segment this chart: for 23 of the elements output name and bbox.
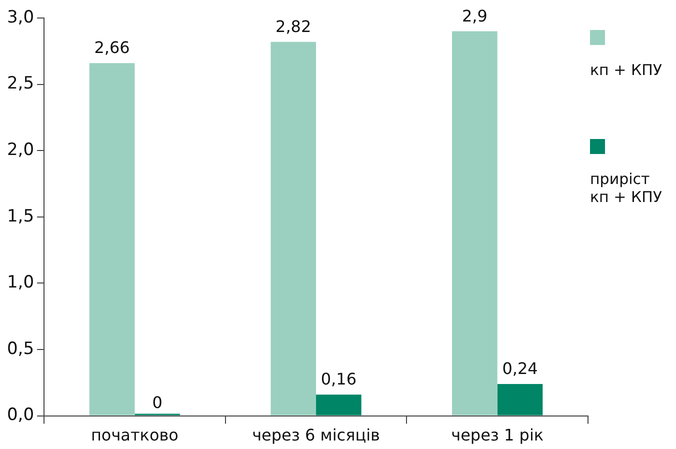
bar (89, 63, 135, 416)
y-tick-label: 1,0 (6, 272, 34, 293)
y-tick-label: 3,0 (6, 7, 34, 28)
y-tick-label: 2,0 (6, 140, 34, 160)
x-tick-label: через 1 рік (451, 426, 544, 445)
y-tick-label: 1,5 (6, 206, 34, 226)
data-label: 2,82 (276, 17, 312, 36)
bar (270, 42, 316, 416)
bar (497, 384, 543, 416)
data-label: 0 (152, 392, 162, 412)
legend-label: приріст кп + КПУ (590, 170, 664, 206)
bar (316, 394, 362, 416)
data-label: 2,9 (462, 6, 488, 26)
data-label: 2,66 (94, 38, 130, 58)
y-tick-label: 0,0 (6, 405, 34, 426)
y-tick-label: 2,5 (6, 74, 34, 94)
x-tick-label: початково (90, 426, 178, 445)
legend-label: кп + КПУ (590, 61, 664, 79)
bar (452, 31, 498, 416)
data-label: 0,16 (320, 370, 356, 389)
y-tick-label: 0,5 (6, 338, 34, 359)
x-tick-label: через 6 місяців (252, 426, 380, 445)
data-label: 0,24 (502, 359, 538, 378)
